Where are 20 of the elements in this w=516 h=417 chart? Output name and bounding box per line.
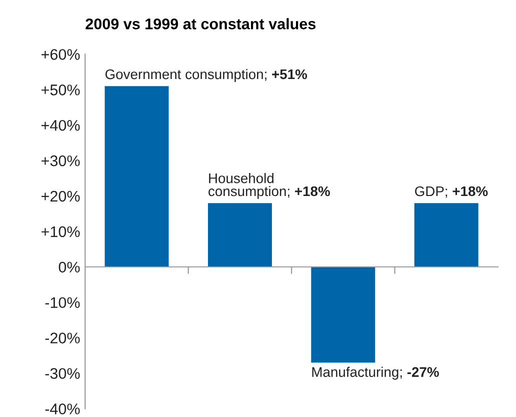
- annotation: Government consumption; +51%: [105, 68, 308, 82]
- y-tick-label: -30%: [45, 368, 80, 379]
- y-tick-label: -40%: [45, 404, 80, 414]
- bar: [414, 203, 478, 267]
- y-tick-label: +40%: [42, 120, 80, 131]
- bar: [104, 86, 169, 267]
- y-tick-label: -10%: [45, 297, 80, 308]
- y-tick-label: +10%: [42, 226, 80, 238]
- bar: [311, 266, 376, 363]
- annotation: GDP; +18%: [415, 186, 488, 198]
- chart-title: 2009 vs 1999 at constant values: [86, 18, 316, 30]
- y-tick-label: +60%: [42, 49, 80, 60]
- y-tick-label: 0%: [58, 262, 80, 273]
- y-tick-label: +30%: [42, 155, 80, 166]
- bar: [208, 203, 272, 267]
- y-tick-label: +20%: [42, 190, 80, 202]
- annotation: Manufacturing; -27%: [312, 366, 439, 380]
- annotation: Household consumption; +18%: [208, 173, 330, 199]
- y-tick-label: -20%: [45, 332, 80, 344]
- y-tick-label: +50%: [42, 84, 80, 96]
